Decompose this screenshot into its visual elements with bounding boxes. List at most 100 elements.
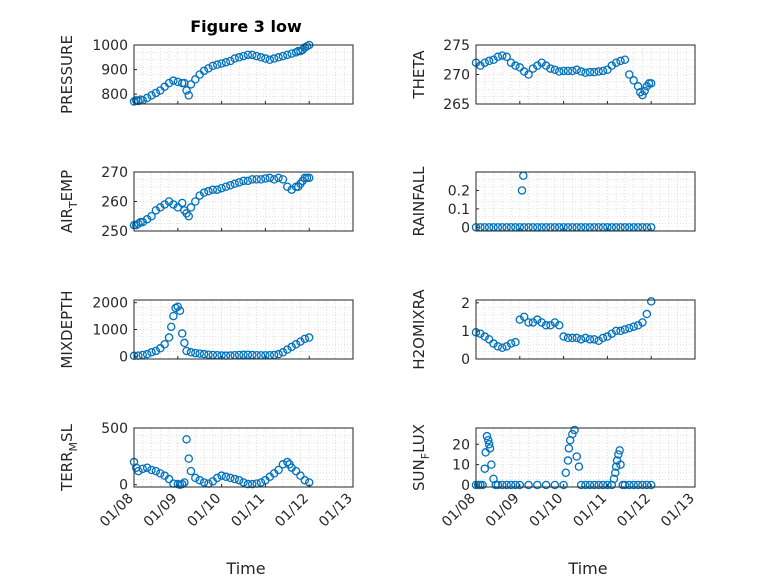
data-point bbox=[164, 474, 174, 484]
data-point bbox=[594, 480, 603, 490]
data-point bbox=[484, 435, 493, 445]
data-point bbox=[563, 333, 573, 343]
data-point bbox=[554, 321, 564, 330]
data-point bbox=[212, 185, 222, 194]
data-point bbox=[615, 446, 624, 455]
data-point bbox=[633, 480, 643, 490]
data-point bbox=[484, 335, 494, 344]
data-point bbox=[261, 174, 270, 183]
y-tick-label: 0 bbox=[461, 478, 470, 494]
data-point bbox=[151, 88, 161, 98]
data-point bbox=[480, 332, 490, 341]
data-point bbox=[208, 61, 218, 71]
y-axis-label: MIXDEPTH bbox=[58, 290, 76, 368]
data-point bbox=[568, 66, 577, 76]
x-tick-label: 01/09 bbox=[483, 491, 523, 531]
data-point bbox=[177, 329, 187, 338]
data-point bbox=[594, 67, 603, 76]
data-point bbox=[147, 348, 156, 357]
data-point bbox=[559, 332, 568, 341]
y-tick-label: 0 bbox=[119, 349, 128, 365]
data-point bbox=[182, 435, 191, 444]
data-point bbox=[502, 52, 511, 62]
data-point bbox=[524, 318, 533, 327]
data-point bbox=[559, 66, 568, 76]
data-point bbox=[598, 66, 608, 76]
data-point bbox=[160, 339, 169, 349]
y-axis-label: H2OMIXRA bbox=[410, 289, 428, 370]
data-point bbox=[283, 345, 292, 354]
y-tick-label: 270 bbox=[101, 165, 128, 181]
data-point bbox=[287, 342, 296, 352]
data-point bbox=[186, 348, 196, 357]
data-point bbox=[191, 348, 200, 358]
y-tick-label: 10 bbox=[452, 458, 470, 474]
data-point bbox=[616, 460, 625, 469]
data-point bbox=[533, 480, 542, 490]
data-point bbox=[204, 186, 213, 196]
subplot-1: 800 900 1000 PRESSURE bbox=[58, 35, 354, 114]
x-tick-label: 01/10 bbox=[527, 491, 567, 531]
data-point bbox=[629, 322, 638, 331]
data-point bbox=[629, 480, 638, 490]
y-tick-label: 275 bbox=[443, 38, 470, 54]
data-point bbox=[614, 450, 623, 459]
data-point bbox=[142, 349, 152, 359]
y-axis-label: THETA bbox=[410, 50, 428, 100]
y-tick-label: 500 bbox=[101, 421, 128, 437]
data-point bbox=[199, 478, 209, 487]
data-point bbox=[638, 90, 647, 100]
data-point bbox=[230, 54, 239, 63]
data-point bbox=[184, 454, 193, 463]
data-point bbox=[625, 480, 634, 490]
data-point bbox=[134, 466, 143, 476]
data-point bbox=[177, 198, 187, 208]
x-tick-label: 01/10 bbox=[185, 491, 225, 531]
data-point bbox=[296, 337, 305, 346]
data-point bbox=[166, 322, 176, 332]
data-point bbox=[541, 480, 551, 490]
data-point bbox=[142, 463, 152, 472]
data-point bbox=[182, 86, 191, 95]
x-tick-label: 01/13 bbox=[316, 491, 356, 531]
data-point bbox=[581, 480, 590, 490]
data-point bbox=[515, 480, 525, 490]
data-point bbox=[576, 480, 586, 490]
x-tick-label: 01/12 bbox=[272, 491, 312, 531]
data-point bbox=[234, 475, 244, 485]
axes-box bbox=[133, 427, 354, 488]
y-tick-label: 2000 bbox=[92, 296, 128, 312]
data-point bbox=[243, 176, 253, 186]
data-point bbox=[147, 211, 156, 221]
data-point bbox=[511, 61, 520, 70]
data-point bbox=[485, 444, 495, 453]
data-point bbox=[226, 473, 235, 483]
data-point bbox=[304, 333, 314, 342]
data-point bbox=[598, 480, 608, 490]
axes-box bbox=[475, 171, 696, 232]
data-point bbox=[186, 203, 196, 212]
data-point bbox=[191, 473, 200, 483]
data-point bbox=[620, 480, 630, 490]
subplot-5: 0 1000 2000 MIXDEPTH bbox=[58, 290, 354, 369]
x-tick-label: 01/11 bbox=[570, 491, 610, 531]
data-point bbox=[550, 65, 560, 75]
data-point bbox=[559, 480, 568, 490]
y-tick-label: 250 bbox=[101, 224, 128, 240]
x-axis-label-right: Time bbox=[567, 559, 607, 578]
data-point bbox=[186, 80, 196, 89]
data-point bbox=[576, 67, 586, 76]
x-tick-label: 01/08 bbox=[439, 491, 479, 531]
data-point bbox=[594, 336, 603, 345]
data-point bbox=[611, 468, 620, 478]
data-point bbox=[646, 79, 656, 88]
data-point bbox=[572, 65, 581, 75]
data-point bbox=[646, 480, 656, 490]
data-point bbox=[199, 188, 209, 197]
data-point bbox=[603, 480, 612, 490]
data-point bbox=[506, 339, 516, 348]
data-point bbox=[278, 175, 288, 184]
data-point bbox=[554, 67, 564, 76]
data-point bbox=[221, 57, 231, 67]
data-point bbox=[217, 183, 226, 193]
